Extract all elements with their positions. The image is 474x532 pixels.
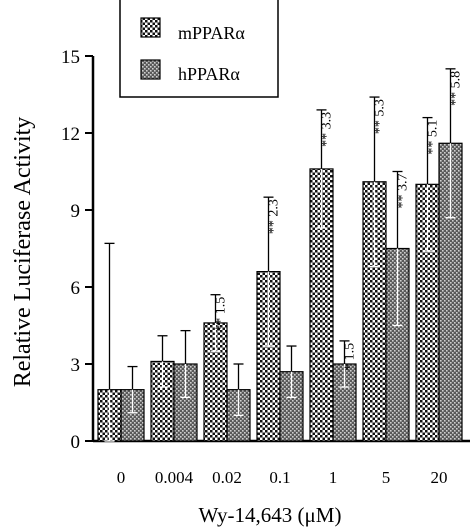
x-tick-label: 0	[117, 468, 126, 487]
error-bars	[104, 68, 456, 442]
y-axis-label: Relative Luciferase Activity	[10, 117, 36, 388]
significance-label: ** 5.1	[426, 120, 441, 155]
legend-swatch-hppara	[140, 59, 161, 80]
significance-label: ** 3.3	[320, 112, 335, 147]
significance-label: ** 5.8	[449, 71, 464, 106]
x-tick-label: 0.004	[155, 468, 194, 487]
legend-label-hppara: hPPARα	[178, 64, 240, 84]
x-axis-ticks: 0 0.004 0.02 0.1 1 5 20	[117, 468, 448, 487]
legend-box	[119, 0, 279, 98]
y-tick-label: 0	[71, 432, 81, 453]
x-tick-label: 20	[431, 468, 448, 487]
bar-series	[97, 142, 463, 442]
y-tick-label: 12	[61, 124, 80, 145]
x-tick-label: 0.1	[269, 468, 290, 487]
y-tick-label: 3	[71, 355, 81, 376]
y-tick-label: 15	[61, 47, 80, 68]
significance-label: * 1.5	[343, 343, 358, 371]
significance-label: ** 2.3	[267, 199, 282, 234]
legend: mPPARα hPPARα	[119, 0, 279, 98]
x-tick-label: 1	[329, 468, 338, 487]
significance-annotations: ** 1.5 ** 2.3 ** 3.3 ** 5.3 ** 5.1 * 1.5 ** 3.…	[214, 71, 464, 371]
y-axis-ticks: 0 3 6 9 12 15	[61, 47, 93, 453]
y-tick-label: 9	[71, 201, 81, 222]
significance-label: ** 5.3	[373, 99, 388, 134]
legend-swatch-mppara	[140, 17, 161, 38]
x-tick-label: 5	[382, 468, 391, 487]
significance-label: ** 1.5	[214, 297, 229, 332]
x-axis-label: Wy-14,643 (μM)	[199, 503, 342, 527]
legend-label-mppara: mPPARα	[178, 23, 245, 43]
x-tick-label: 0.02	[212, 468, 242, 487]
significance-label: ** 3.7	[396, 174, 411, 209]
y-tick-label: 6	[71, 278, 81, 299]
